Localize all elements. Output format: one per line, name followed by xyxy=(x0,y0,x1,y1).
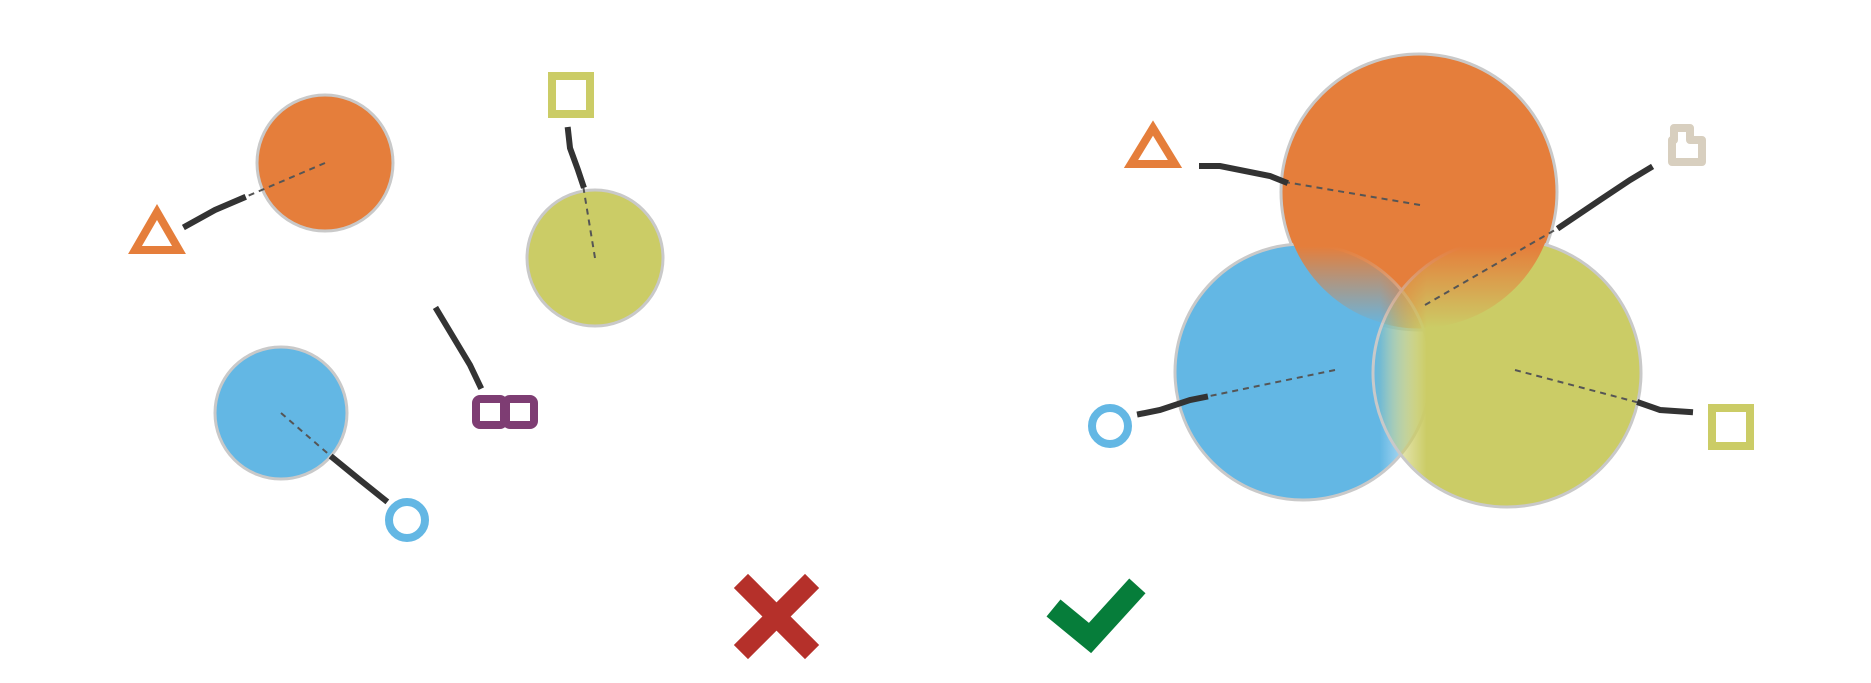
left-square-icon xyxy=(548,72,594,118)
left-yellow-dashed-leader xyxy=(582,184,596,259)
left-caption xyxy=(177,612,687,638)
right-orange-overlay xyxy=(1283,56,1555,328)
house-icon xyxy=(1668,124,1706,166)
left-blue-leader-line xyxy=(328,453,390,505)
right-circle-icon xyxy=(1088,404,1132,448)
right-blue-dashed-leader xyxy=(1204,369,1336,398)
right-orange-leader-line xyxy=(1199,163,1289,186)
cross-icon xyxy=(733,573,820,660)
right-caption xyxy=(1183,612,1723,638)
right-center-leader-line xyxy=(1555,163,1655,232)
left-blue-dashed-leader xyxy=(280,412,334,459)
right-panel xyxy=(1088,52,1754,509)
left-stray-leader-line xyxy=(432,305,484,390)
left-orange-leader-line xyxy=(181,194,247,231)
checkmark-icon xyxy=(1046,578,1146,654)
right-orange-dashed-leader xyxy=(1284,181,1421,206)
left-panel xyxy=(128,72,665,542)
right-center-dashed-leader xyxy=(1424,226,1561,306)
right-yellow-leader-line xyxy=(1636,399,1694,416)
left-orange-dashed-leader xyxy=(242,162,326,199)
left-yellow-leader-line xyxy=(564,126,587,189)
right-triangle-icon xyxy=(1123,120,1183,168)
left-triangle-icon xyxy=(128,204,186,254)
left-circle-icon xyxy=(385,498,429,542)
right-square-icon xyxy=(1708,404,1754,450)
right-blue-leader-line xyxy=(1136,393,1209,418)
infinity-icon xyxy=(472,395,538,429)
